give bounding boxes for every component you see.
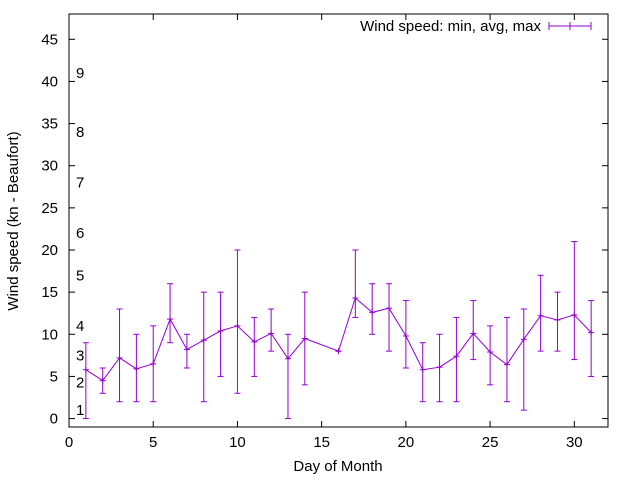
y-tick-label: 5 <box>50 368 58 385</box>
plot-frame <box>68 13 609 428</box>
beaufort-labels: 1 2 3 4 5 6 7 8 9 <box>76 65 84 419</box>
series-line <box>85 297 592 382</box>
beaufort-label: 1 <box>76 402 84 419</box>
y-tick-label: 0 <box>50 411 58 428</box>
y-tick-label: 35 <box>41 116 58 133</box>
legend: Wind speed: min, avg, max <box>360 18 592 35</box>
y-tick-label: 20 <box>41 242 58 259</box>
legend-label: Wind speed: min, avg, max <box>360 18 541 35</box>
x-tick-label: 10 <box>229 434 246 451</box>
x-tick-label: 20 <box>398 434 415 451</box>
beaufort-label: 2 <box>76 374 84 391</box>
x-axis-title: Day of Month <box>293 458 382 475</box>
x-tick-label: 15 <box>313 434 330 451</box>
y-tick-label: 10 <box>41 326 58 343</box>
beaufort-label: 5 <box>76 267 84 284</box>
y-tick-label: 45 <box>41 31 58 48</box>
y-tick-label: 25 <box>41 200 58 217</box>
beaufort-label: 6 <box>76 225 84 242</box>
beaufort-label: 4 <box>76 318 84 335</box>
beaufort-label: 8 <box>76 124 84 141</box>
x-tick-label: 5 <box>149 434 157 451</box>
series-layer <box>82 241 595 420</box>
y-tick-label: 30 <box>41 158 58 175</box>
y-axis-title: Wind speed (kn - Beaufort) <box>5 131 22 310</box>
x-tick-label: 30 <box>566 434 583 451</box>
beaufort-label: 7 <box>76 175 84 192</box>
y-tick-label: 15 <box>41 284 58 301</box>
x-tick-label: 25 <box>482 434 499 451</box>
beaufort-label: 9 <box>76 65 84 82</box>
y-tick-label: 40 <box>41 73 58 90</box>
x-tick-label: 0 <box>65 434 73 451</box>
beaufort-label: 3 <box>76 347 84 364</box>
